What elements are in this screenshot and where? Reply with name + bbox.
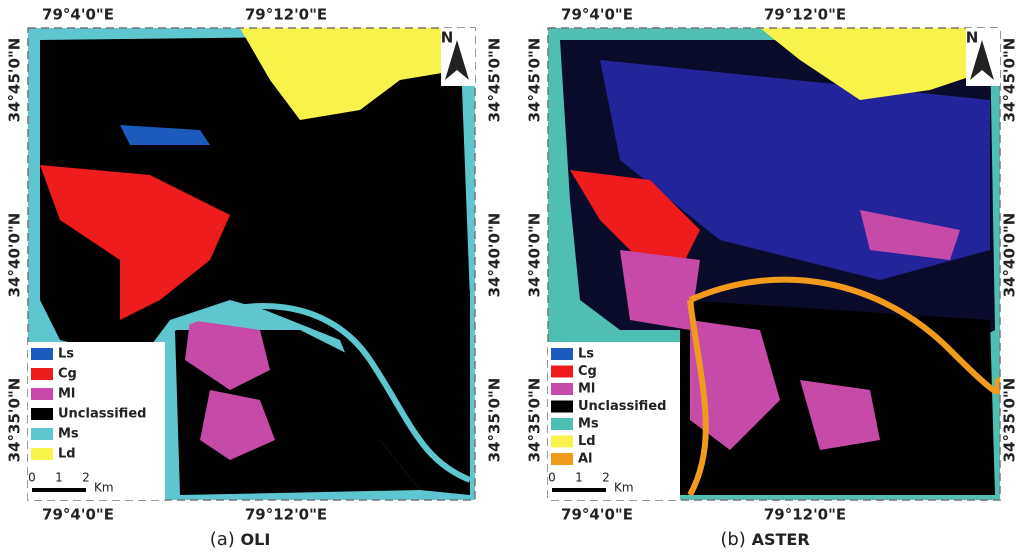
top-coord-label: 79°12'0"E [764, 6, 846, 24]
legend-swatch [551, 400, 573, 413]
legend-swatch [31, 428, 53, 440]
legend-label: Ld [58, 447, 76, 462]
legend-label: Ml [578, 382, 595, 397]
legend-swatch [31, 368, 53, 380]
scale-tick-label: 1 [575, 471, 583, 485]
legend-swatch [551, 435, 573, 448]
scale-tick-label: 1 [55, 471, 63, 485]
north-label: N [441, 29, 454, 47]
north-label: N [966, 29, 979, 47]
legend-swatch [551, 453, 573, 465]
legend-label: Ls [578, 347, 594, 362]
map-region [200, 390, 275, 460]
map-region [860, 210, 960, 260]
scale-bar [552, 488, 606, 492]
legend-swatch [31, 448, 53, 460]
north-arrow [970, 40, 994, 80]
map-region [40, 165, 230, 320]
legend-label: Ld [578, 434, 596, 449]
caption: (a) OLI [210, 529, 271, 550]
map-feature [168, 303, 472, 483]
legend-label: Ms [58, 427, 79, 442]
legend-swatch [551, 383, 573, 395]
legend-swatch [551, 365, 573, 378]
caption-name: ASTER [752, 530, 810, 549]
legend-label: Unclassified [58, 407, 146, 422]
right-coord-label: 34°35'0"N [486, 378, 504, 463]
map-feature [687, 299, 709, 497]
map-frame [547, 27, 1001, 501]
bottom-coord-label: 79°12'0"E [245, 506, 327, 524]
legend-label: Al [578, 452, 593, 467]
caption-name: OLI [241, 530, 271, 549]
bottom-coord-label: 79°12'0"E [764, 506, 846, 524]
top-coord-label: 79°12'0"E [245, 6, 327, 24]
legend-swatch [551, 418, 573, 430]
left-coord-label: 34°45'0"N [526, 38, 544, 123]
map-region [570, 170, 700, 270]
scale-tick-label: 0 [28, 471, 36, 485]
right-coord-label: 34°40'0"N [1001, 213, 1019, 298]
scale-unit: Km [94, 481, 114, 495]
caption-prefix: (b) [720, 529, 745, 550]
caption-prefix: (a) [210, 529, 235, 550]
legend-swatch [31, 408, 53, 420]
legend-label: Ls [58, 347, 74, 362]
top-coord-label: 79°4'0"E [42, 6, 114, 24]
left-coord-label: 34°40'0"N [6, 213, 24, 298]
top-coord-label: 79°4'0"E [561, 6, 633, 24]
legend-swatch [551, 348, 573, 360]
map-region [800, 380, 880, 450]
map-region [690, 320, 780, 450]
left-coord-label: 34°45'0"N [6, 38, 24, 123]
left-coord-label: 34°35'0"N [6, 378, 24, 463]
scale-tick-label: 0 [548, 471, 556, 485]
map-region [185, 320, 270, 390]
map-region [620, 250, 700, 330]
legend-label: Ms [578, 417, 599, 432]
legend-label: Cg [578, 364, 597, 379]
right-coord-label: 34°40'0"N [486, 213, 504, 298]
right-coord-label: 34°35'0"N [1001, 378, 1019, 463]
legend-label: Cg [58, 367, 77, 382]
scale-unit: Km [614, 481, 634, 495]
map-region [760, 28, 1000, 100]
map-region [240, 290, 470, 495]
caption: (b) ASTER [720, 529, 809, 550]
map-frame [27, 27, 476, 501]
left-coord-label: 34°40'0"N [526, 213, 544, 298]
legend-swatch [31, 388, 53, 400]
map-feature [688, 276, 1000, 395]
legend-swatch [31, 348, 53, 360]
left-coord-label: 34°35'0"N [526, 378, 544, 463]
scale-tick-label: 2 [82, 471, 90, 485]
scale-bar [32, 488, 86, 492]
bottom-coord-label: 79°4'0"E [42, 506, 114, 524]
scale-tick-label: 2 [602, 471, 610, 485]
legend-label: Ml [58, 387, 75, 402]
bottom-coord-label: 79°4'0"E [561, 506, 633, 524]
map-region [240, 28, 470, 120]
legend-label: Unclassified [578, 399, 666, 414]
right-coord-label: 34°45'0"N [486, 38, 504, 123]
right-coord-label: 34°45'0"N [1001, 38, 1019, 123]
map-region [120, 125, 210, 145]
north-arrow [445, 40, 469, 80]
